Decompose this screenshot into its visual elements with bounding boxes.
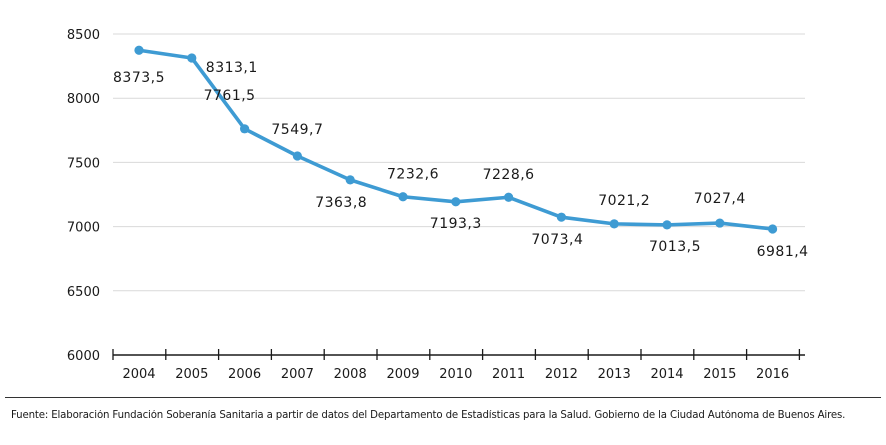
x-axis: 2004 2005 2006 2007 2008 2009 2010 2011 2012 2013… xyxy=(112,349,805,382)
x-tick-label-2006: 2006 xyxy=(228,367,261,382)
data-label-2006: 7761,5 xyxy=(204,88,256,104)
data-point-2011 xyxy=(504,192,514,202)
x-tick-label-2009: 2009 xyxy=(386,367,419,382)
data-point-2008 xyxy=(345,175,355,185)
data-point-2005 xyxy=(187,53,197,63)
x-tick-label-2013: 2013 xyxy=(598,367,631,382)
data-label-2007: 7549,7 xyxy=(271,122,323,138)
x-tick-label-2016: 2016 xyxy=(756,367,789,382)
data-label-2005: 8313,1 xyxy=(206,60,258,76)
data-point-2004 xyxy=(134,45,144,55)
y-tick-label-6500: 6500 xyxy=(67,285,100,300)
x-tick-label-2010: 2010 xyxy=(439,367,472,382)
x-tick-label-2015: 2015 xyxy=(703,367,736,382)
series-layer xyxy=(134,45,778,234)
data-point-2016 xyxy=(768,224,778,234)
data-label-2014: 7013,5 xyxy=(649,239,701,255)
data-labels: 8373,5 8313,1 7761,5 7549,7 7363,8 7232,6 7193… xyxy=(113,60,809,260)
data-point-2010 xyxy=(451,197,461,207)
data-point-2007 xyxy=(292,151,302,161)
data-point-2013 xyxy=(609,219,619,229)
data-label-2004: 8373,5 xyxy=(113,70,165,86)
data-point-2009 xyxy=(398,192,408,202)
x-tick-label-2011: 2011 xyxy=(492,367,525,382)
y-tick-label-8000: 8000 xyxy=(67,92,100,107)
data-label-2016: 6981,4 xyxy=(757,244,809,260)
y-tick-label-6000: 6000 xyxy=(67,349,100,364)
x-tick-label-2007: 2007 xyxy=(281,367,314,382)
y-tick-label-8500: 8500 xyxy=(67,28,100,43)
data-label-2009: 7232,6 xyxy=(387,167,439,183)
x-tick-label-2005: 2005 xyxy=(175,367,208,382)
x-tick-label-2012: 2012 xyxy=(545,367,578,382)
data-label-2010: 7193,3 xyxy=(430,216,482,232)
x-tick-label-2004: 2004 xyxy=(122,367,155,382)
data-label-2008: 7363,8 xyxy=(315,195,367,211)
data-point-2014 xyxy=(662,220,672,230)
data-label-2012: 7073,4 xyxy=(531,232,583,248)
footer-divider xyxy=(5,397,881,398)
data-point-2012 xyxy=(556,212,567,222)
y-axis: 6000 6500 7000 7500 8000 8500 xyxy=(67,28,100,364)
gridlines xyxy=(113,33,805,292)
y-tick-label-7000: 7000 xyxy=(67,221,100,236)
y-tick-label-7500: 7500 xyxy=(67,156,100,171)
x-tick-label-2014: 2014 xyxy=(650,367,683,382)
data-label-2011: 7228,6 xyxy=(483,167,535,183)
x-tick-label-2008: 2008 xyxy=(334,367,367,382)
data-point-2006 xyxy=(240,124,250,134)
data-label-2015: 7027,4 xyxy=(694,191,746,207)
source-note: Fuente: Elaboración Fundación Soberanía … xyxy=(11,410,846,421)
data-point-2015 xyxy=(715,218,725,228)
data-label-2013: 7021,2 xyxy=(598,193,650,209)
